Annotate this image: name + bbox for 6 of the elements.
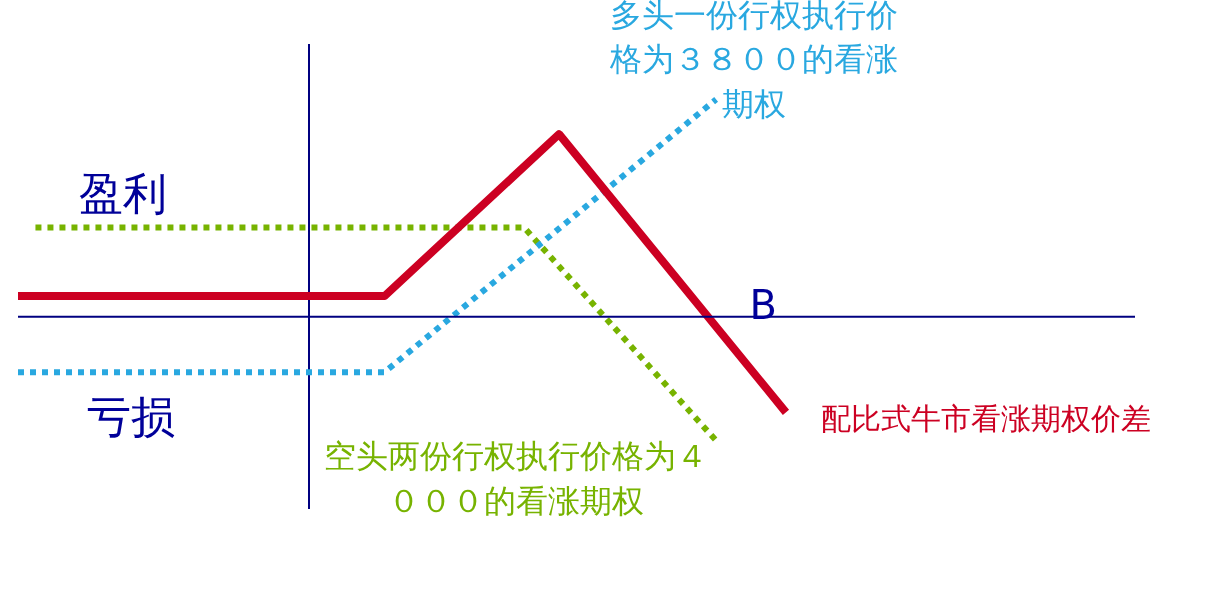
series-label: 空头两份行权执行价格为４０００的看涨期权 [324,436,709,520]
series-label: 多头一份行权执行价格为３８００的看涨期权 [609,0,899,124]
annotation: B [749,282,777,329]
annotation: 亏损 [87,391,176,443]
series-label: 配比式牛市看涨期权价差 [820,401,1151,437]
annotation: 盈利 [78,167,167,219]
